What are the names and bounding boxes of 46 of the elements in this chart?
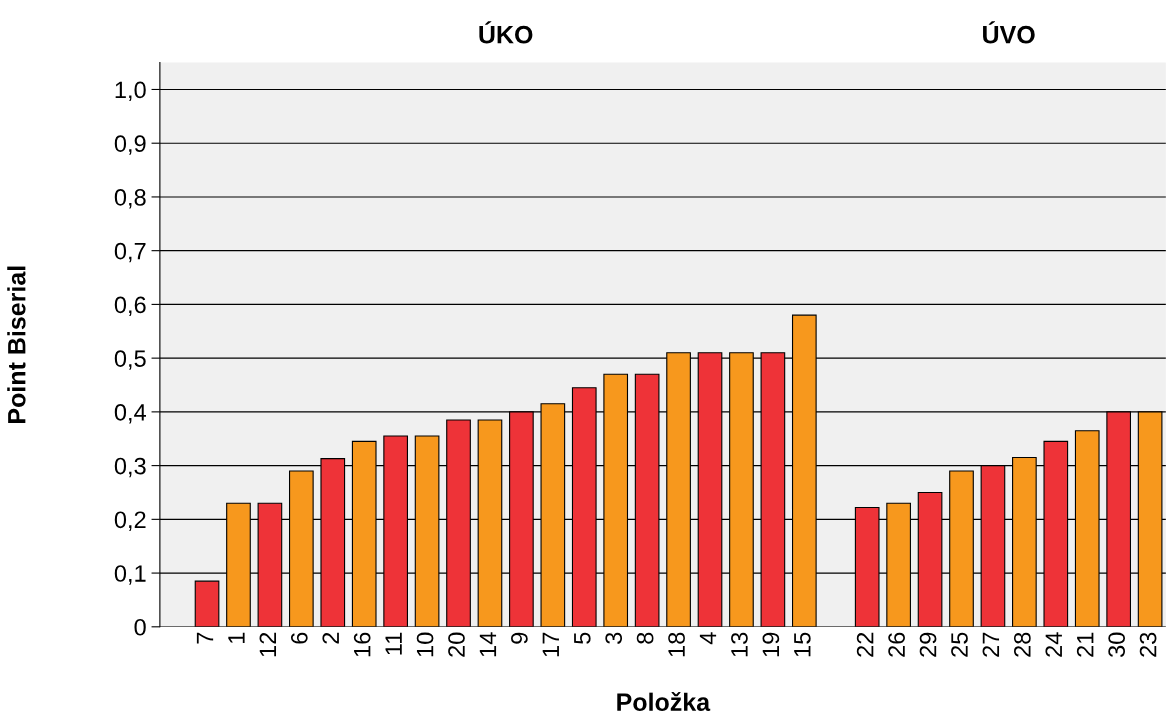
x-tick-label: 25 [951, 632, 968, 657]
x-tick-label: 14 [479, 632, 497, 657]
x-tick-label: 28 [1013, 632, 1031, 657]
x-tick-label: 16 [353, 632, 371, 657]
y-tick-label: 0,9 [114, 135, 146, 155]
x-tick-label: 7 [196, 632, 214, 644]
y-tick-label: 0,4 [114, 403, 146, 424]
y-tick-label: 0 [134, 618, 146, 636]
x-tick-label: 20 [448, 632, 465, 657]
text: ÚKO [479, 21, 533, 44]
x-tick-label: 27 [982, 632, 1000, 657]
x-tick-label: 22 [856, 632, 874, 657]
x-tick-label: 12 [259, 632, 277, 657]
x-tick-label: 26 [888, 632, 905, 657]
y-tick-label: 1,0 [115, 81, 146, 102]
y-tick-label: 0,3 [114, 457, 146, 478]
x-tick-label: 15 [794, 632, 811, 657]
x-tick-label: 17 [542, 632, 559, 657]
x-tick-label: 24 [1045, 632, 1062, 657]
y-tick-label: 0,5 [114, 350, 146, 370]
bar [194, 580, 220, 627]
x-tick-label: 11 [385, 632, 402, 655]
x-tick-label: 21 [1076, 632, 1094, 657]
x-tick-label: 13 [731, 632, 748, 657]
x-tick-label: 23 [1139, 632, 1157, 657]
x-tick-label: 30 [1108, 632, 1126, 658]
y-tick-label: 0,7 [114, 242, 146, 263]
x-tick-label: 2 [322, 632, 339, 644]
y-tick-label: 0,2 [114, 511, 146, 531]
x-tick-label: 29 [919, 632, 937, 657]
x-tick-label: 10 [416, 632, 434, 657]
x-tick-label: 1 [228, 632, 245, 643]
x-tick-label: 6 [290, 632, 308, 644]
y-axis-title: Point Biserial [7, 266, 26, 423]
x-tick-label: 8 [636, 632, 654, 644]
x-tick-label: 4 [699, 632, 717, 645]
x-tick-label: 5 [574, 632, 591, 644]
x-tick-label: 18 [668, 632, 685, 657]
x-axis-title: Položka [617, 692, 711, 712]
x-tick-label: 3 [605, 632, 623, 644]
y-tick-label: 0,1 [114, 565, 146, 585]
x-tick-label: 9 [511, 632, 528, 644]
y-tick-label: 0,8 [114, 189, 146, 209]
x-tick-label: 19 [762, 632, 780, 657]
y-tick-label: 0,6 [114, 296, 146, 316]
text: ÚVO [983, 21, 1035, 44]
